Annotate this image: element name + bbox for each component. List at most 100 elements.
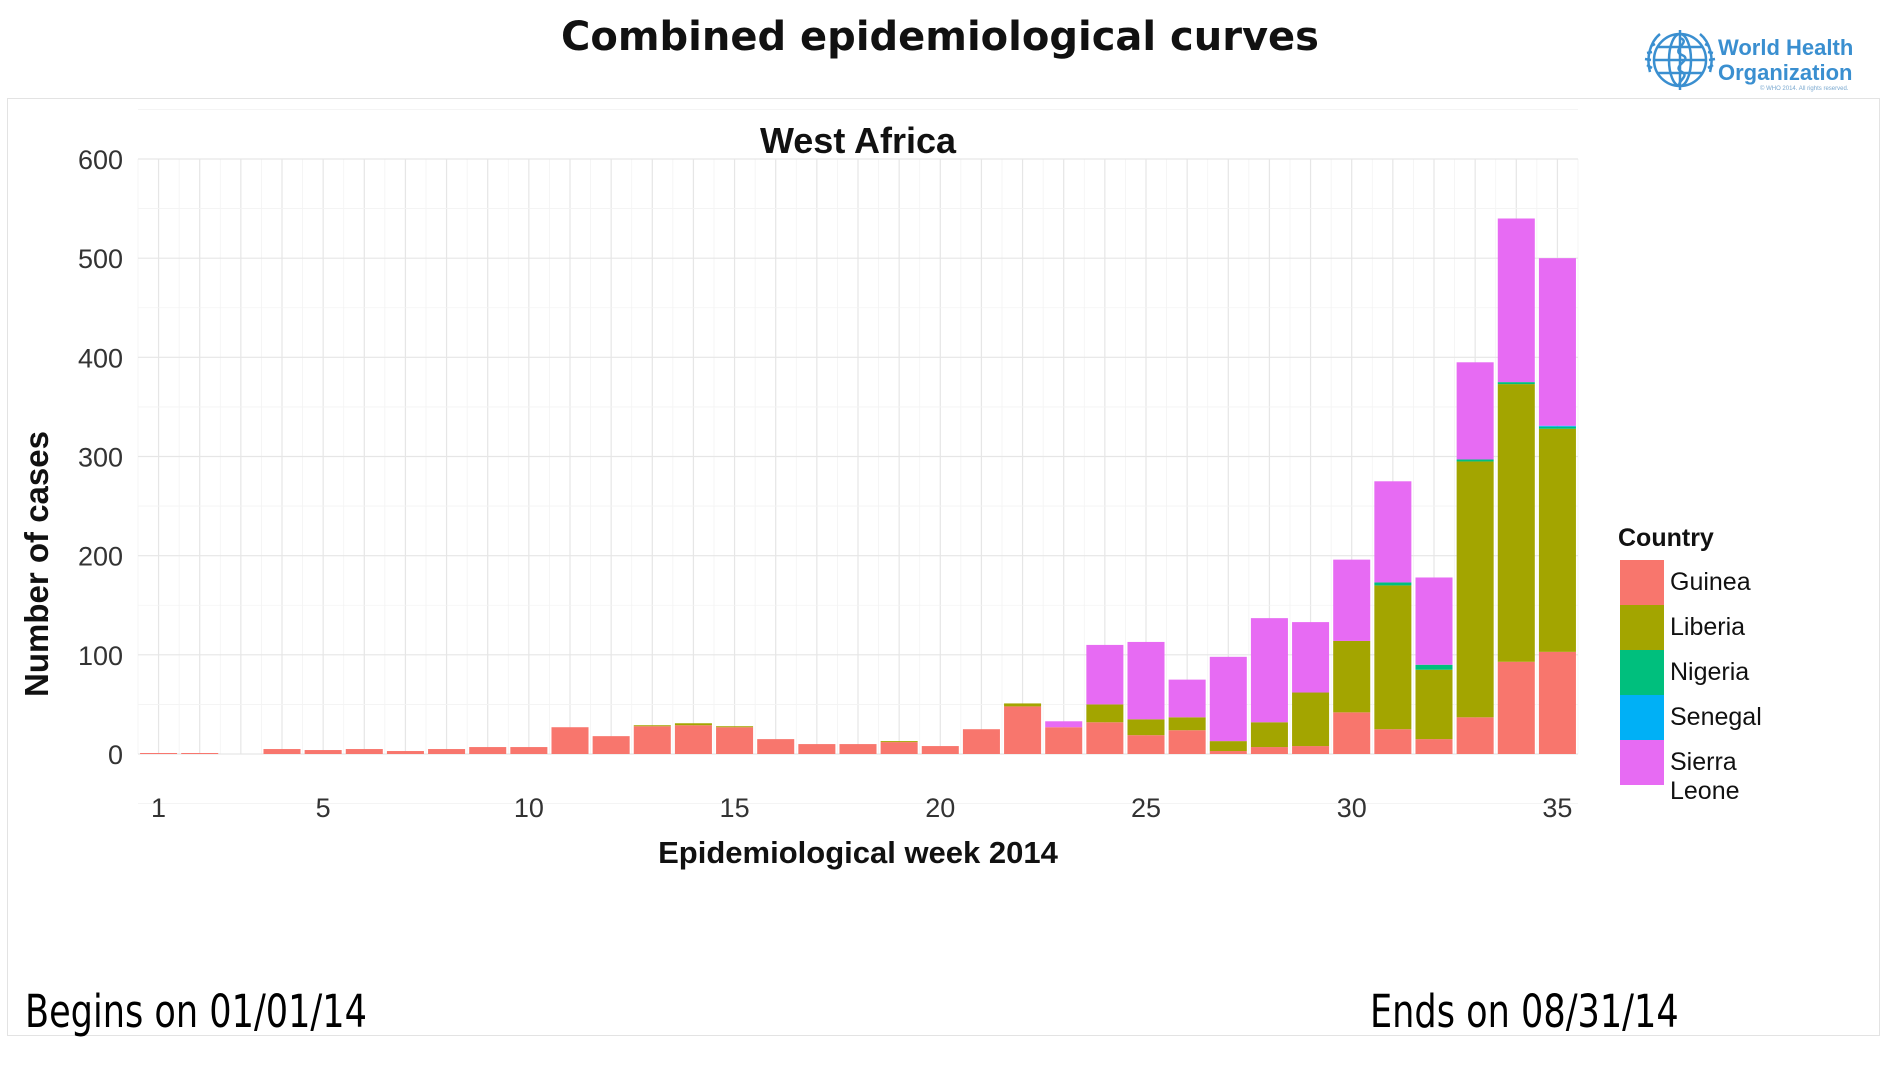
x-tick-label: 5 <box>316 793 331 823</box>
bar-sierra-leone-week-30 <box>1333 559 1371 641</box>
bar-guinea-week-29 <box>1292 746 1330 754</box>
bar-liberia-week-19 <box>880 741 918 743</box>
bar-guinea-week-1 <box>140 753 178 754</box>
bar-sierra-leone-week-26 <box>1168 679 1206 718</box>
x-tick-label: 1 <box>151 793 166 823</box>
bar-guinea-week-5 <box>304 750 342 754</box>
y-tick-label: 0 <box>108 740 123 770</box>
bar-sierra-leone-week-23 <box>1045 721 1083 728</box>
bar-sierra-leone-week-29 <box>1292 622 1330 693</box>
bar-sierra-leone-week-33 <box>1456 362 1494 460</box>
bar-guinea-week-2 <box>181 753 219 754</box>
legend-swatch <box>1620 695 1664 740</box>
y-tick-label: 400 <box>78 343 123 373</box>
x-tick-label: 35 <box>1542 793 1572 823</box>
legend-label: Liberia <box>1670 613 1746 641</box>
bar-guinea-week-28 <box>1250 747 1288 754</box>
bar-guinea-week-27 <box>1209 751 1247 754</box>
bar-guinea-week-4 <box>263 749 301 754</box>
bar-guinea-week-35 <box>1538 651 1576 754</box>
y-tick-label: 200 <box>78 542 123 572</box>
bar-liberia-week-35 <box>1538 428 1576 652</box>
bar-guinea-week-31 <box>1374 729 1412 754</box>
bar-guinea-week-7 <box>386 751 424 754</box>
y-tick-label: 100 <box>78 641 123 671</box>
bar-guinea-week-8 <box>428 749 466 754</box>
bar-nigeria-week-33 <box>1456 459 1494 462</box>
legend-swatch <box>1620 650 1664 695</box>
legend: Country Guinea Liberia Nigeria Senegal Sierr… <box>1618 524 1762 805</box>
legend-item: Senegal <box>1618 695 1762 740</box>
bar-liberia-week-24 <box>1086 704 1124 723</box>
bar-guinea-week-20 <box>921 746 959 754</box>
chart-panel: 0 100 200 300 400 500 600 1 5 10 15 20 25 30 35 West … <box>7 98 1880 1036</box>
bar-sierra-leone-week-25 <box>1127 641 1165 720</box>
y-axis-label: Number of cases <box>18 431 55 697</box>
caption-begin-date: Begins on 01/01/14 <box>25 985 367 1038</box>
page-title: Combined epidemiological curves <box>561 14 1319 60</box>
x-tick-label: 20 <box>925 793 955 823</box>
legend-item: Liberia <box>1618 605 1745 650</box>
bar-guinea-week-19 <box>880 742 918 754</box>
bar-guinea-week-15 <box>716 727 754 754</box>
legend-title: Country <box>1618 524 1714 552</box>
bar-liberia-week-33 <box>1456 461 1494 718</box>
bar-sierra-leone-week-35 <box>1538 258 1576 426</box>
who-name-line2: Organization <box>1718 60 1853 85</box>
bar-guinea-week-10 <box>510 747 548 754</box>
legend-label: Guinea <box>1670 568 1751 596</box>
bar-liberia-week-15 <box>716 726 754 728</box>
x-tick-label: 25 <box>1131 793 1161 823</box>
legend-swatch <box>1620 740 1664 785</box>
bar-sierra-leone-week-28 <box>1250 618 1288 723</box>
bar-sierra-leone-week-27 <box>1209 656 1247 742</box>
bar-liberia-week-13 <box>633 725 671 727</box>
bar-liberia-week-34 <box>1497 384 1535 662</box>
bar-guinea-week-13 <box>633 726 671 754</box>
bar-guinea-week-14 <box>674 725 712 754</box>
legend-label: Senegal <box>1670 703 1762 731</box>
bar-guinea-week-26 <box>1168 730 1206 754</box>
bar-guinea-week-6 <box>345 749 383 754</box>
bar-sierra-leone-week-34 <box>1497 218 1535 383</box>
y-tick-labels: 0 100 200 300 400 500 600 <box>78 145 123 770</box>
bar-sierra-leone-week-31 <box>1374 481 1412 583</box>
bar-liberia-week-27 <box>1209 741 1247 752</box>
y-tick-label: 300 <box>78 443 123 473</box>
bar-guinea-week-22 <box>1004 706 1042 754</box>
bar-nigeria-week-31 <box>1374 582 1412 586</box>
bar-guinea-week-18 <box>839 744 877 754</box>
bar-sierra-leone-week-24 <box>1086 644 1124 705</box>
bar-senegal-week-35 <box>1538 425 1576 427</box>
caption-end-date: Ends on 08/31/14 <box>1370 985 1679 1038</box>
x-tick-labels: 1 5 10 15 20 25 30 35 <box>151 793 1572 823</box>
bar-liberia-week-32 <box>1415 669 1453 740</box>
x-axis-label: Epidemiological week 2014 <box>658 835 1058 870</box>
bar-guinea-week-17 <box>798 744 836 754</box>
legend-items: Guinea Liberia Nigeria Senegal Sierra Leone <box>1618 560 1762 805</box>
who-logo: World Health Organization © WHO 2014. Al… <box>1640 20 1872 100</box>
bar-liberia-week-22 <box>1004 703 1042 707</box>
who-name: World Health Organization <box>1718 35 1853 85</box>
bar-guinea-week-33 <box>1456 717 1494 754</box>
who-name-line1: World Health <box>1718 35 1854 60</box>
bars <box>140 218 1576 754</box>
bar-sierra-leone-week-32 <box>1415 577 1453 665</box>
legend-item: Nigeria <box>1618 650 1749 695</box>
chart-title: West Africa <box>760 120 957 161</box>
legend-swatch <box>1620 560 1664 605</box>
bar-liberia-week-30 <box>1333 640 1371 713</box>
bar-guinea-week-9 <box>469 747 507 754</box>
bar-nigeria-week-34 <box>1497 382 1535 385</box>
legend-label: Nigeria <box>1670 658 1750 686</box>
bar-nigeria-week-32 <box>1415 664 1453 670</box>
bar-guinea-week-24 <box>1086 722 1124 754</box>
bar-guinea-week-12 <box>592 736 630 754</box>
bar-liberia-week-14 <box>674 723 712 726</box>
bar-liberia-week-26 <box>1168 717 1206 731</box>
bar-liberia-week-31 <box>1374 585 1412 730</box>
bar-guinea-week-32 <box>1415 739 1453 754</box>
bar-guinea-week-23 <box>1045 727 1083 754</box>
bar-guinea-week-30 <box>1333 712 1371 754</box>
x-tick-label: 15 <box>720 793 750 823</box>
